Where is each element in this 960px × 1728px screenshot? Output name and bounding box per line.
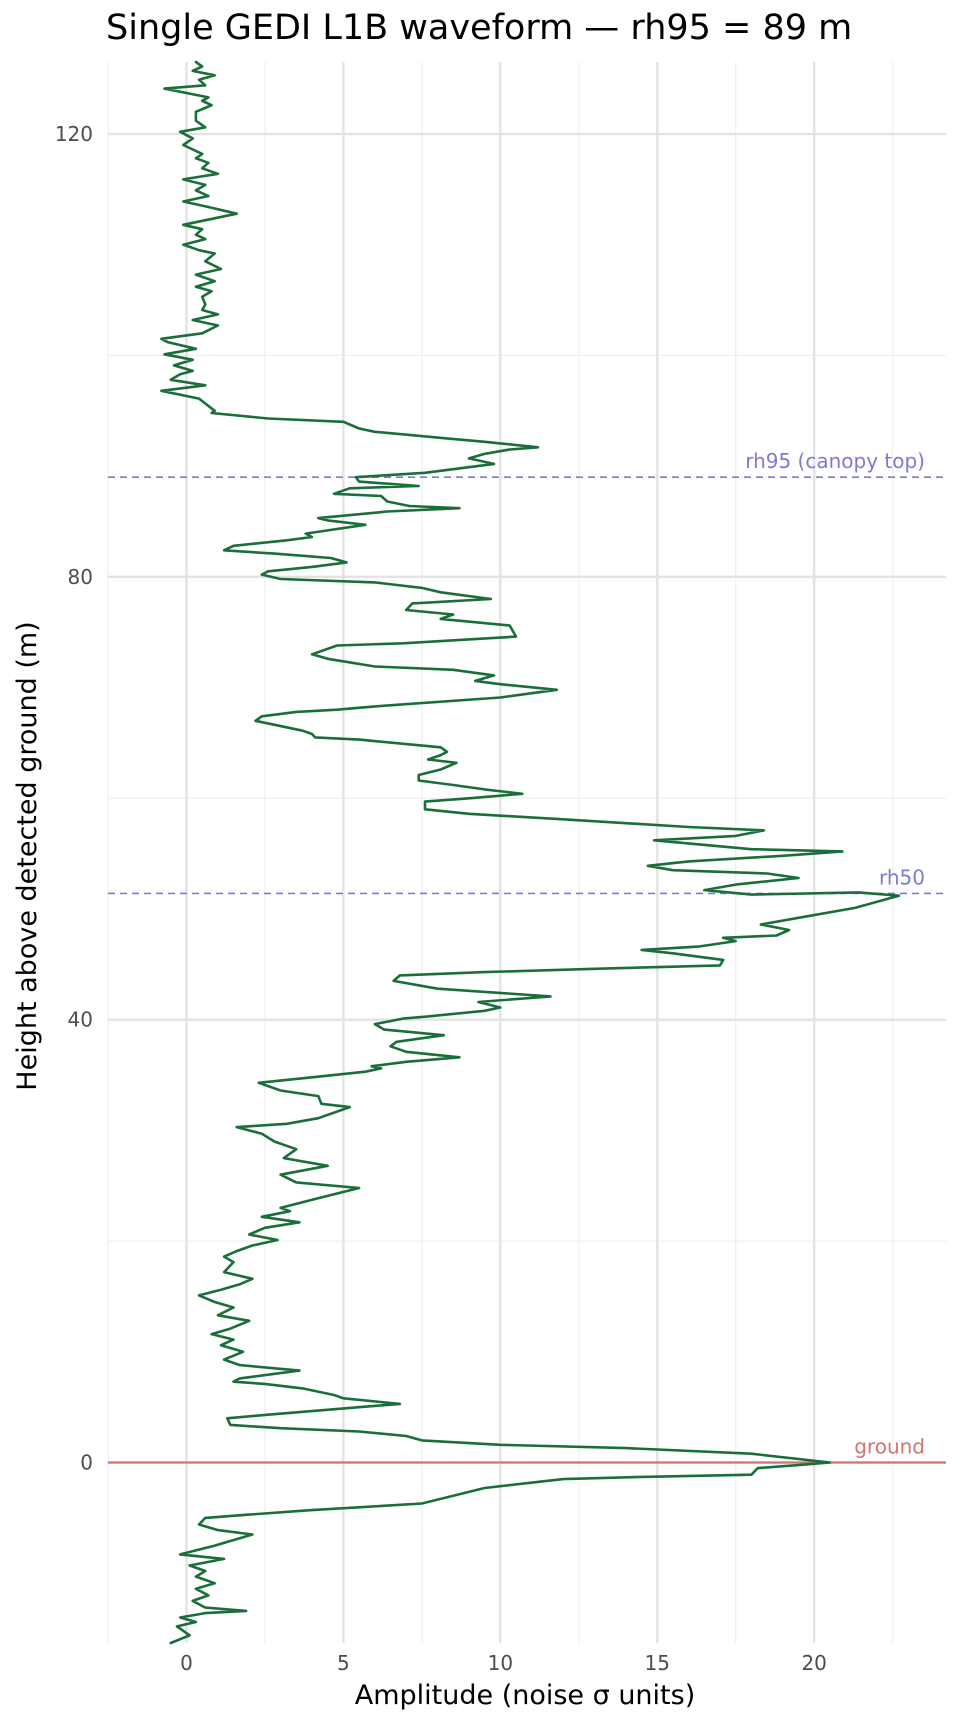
x-tick-label: 5 <box>337 1651 350 1675</box>
y-axis: 0 40 80 120 <box>55 122 93 1475</box>
x-tick-label: 0 <box>180 1651 193 1675</box>
x-tick-label: 20 <box>801 1651 826 1675</box>
x-axis: 0 5 10 15 20 <box>180 1651 827 1675</box>
y-tick-label: 80 <box>68 565 93 589</box>
rh50-label: rh50 <box>879 865 925 889</box>
waveform-line <box>160 60 901 1645</box>
series-layer <box>160 60 901 1645</box>
ground-label: ground <box>854 1435 925 1459</box>
rh95-label: rh95 (canopy top) <box>745 449 925 473</box>
x-tick-label: 10 <box>488 1651 513 1675</box>
y-tick-label: 0 <box>80 1451 93 1475</box>
x-axis-title: Amplitude (noise σ units) <box>355 1680 695 1711</box>
x-tick-label: 15 <box>645 1651 670 1675</box>
chart-title: Single GEDI L1B waveform — rh95 = 89 m <box>106 8 852 48</box>
y-tick-label: 120 <box>55 122 93 146</box>
y-tick-label: 40 <box>68 1008 93 1032</box>
reference-labels: rh95 (canopy top) rh50 ground <box>745 449 925 1458</box>
y-axis-title: Height above detected ground (m) <box>12 621 43 1090</box>
